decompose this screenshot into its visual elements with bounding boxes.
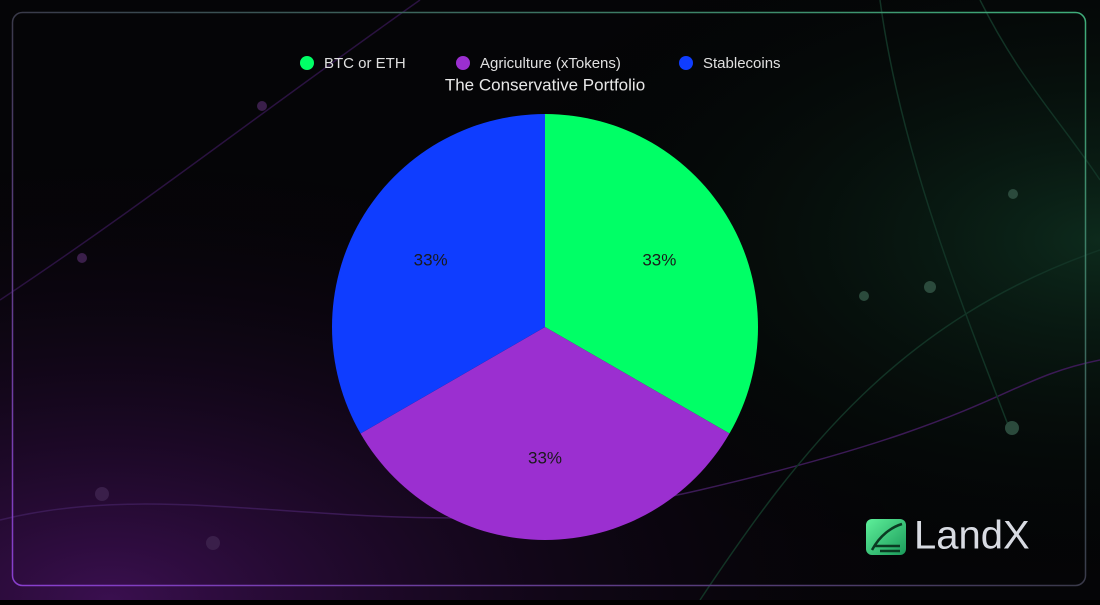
legend-marker <box>456 56 470 70</box>
legend-marker <box>679 56 693 70</box>
brand-logo: LandX <box>866 514 1030 558</box>
data-label: 33% <box>528 449 562 468</box>
chart-title: The Conservative Portfolio <box>445 75 645 94</box>
pie-slice <box>360 327 730 540</box>
legend-label: Stablecoins <box>703 55 781 72</box>
decor-dots <box>859 189 1019 435</box>
card-border <box>11 11 1087 587</box>
data-label: 33% <box>414 250 448 269</box>
legend-label: Agriculture (xTokens) <box>480 55 621 72</box>
brand-name: LandX <box>914 514 1030 558</box>
pie-slice <box>545 114 759 434</box>
pie-slice <box>332 114 545 434</box>
legend-label: BTC or ETH <box>324 55 406 72</box>
legend-marker <box>300 56 314 70</box>
data-label: 33% <box>642 250 676 269</box>
decor-dots <box>77 101 267 550</box>
logo-mark <box>870 522 903 553</box>
